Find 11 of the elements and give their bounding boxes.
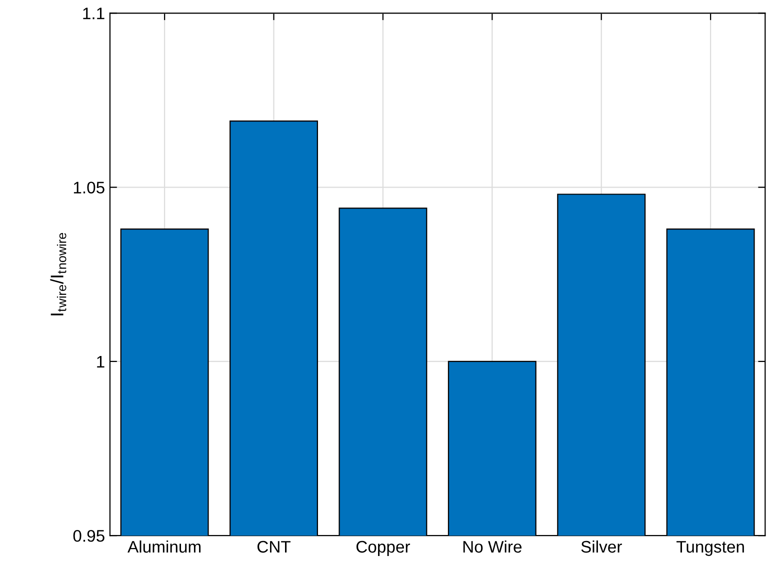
x-tick-label: CNT bbox=[257, 540, 291, 553]
y-tick-label: 1.05 bbox=[74, 182, 104, 194]
y-axis-title: I$_{twire}$/I$_{tnowire}$ bbox=[50, 232, 66, 316]
y-tick-label: 1 bbox=[97, 356, 104, 368]
x-tick-label: Tungsten bbox=[676, 541, 744, 556]
x-tick-label: Silver bbox=[581, 540, 622, 553]
x-tick-label: Aluminum bbox=[128, 540, 201, 553]
y-tick-label: 0.95 bbox=[73, 530, 104, 542]
x-tick-label: Copper bbox=[356, 540, 410, 556]
y-tick-label: 1.1 bbox=[83, 8, 104, 20]
x-tick-label: No Wire bbox=[463, 540, 522, 553]
